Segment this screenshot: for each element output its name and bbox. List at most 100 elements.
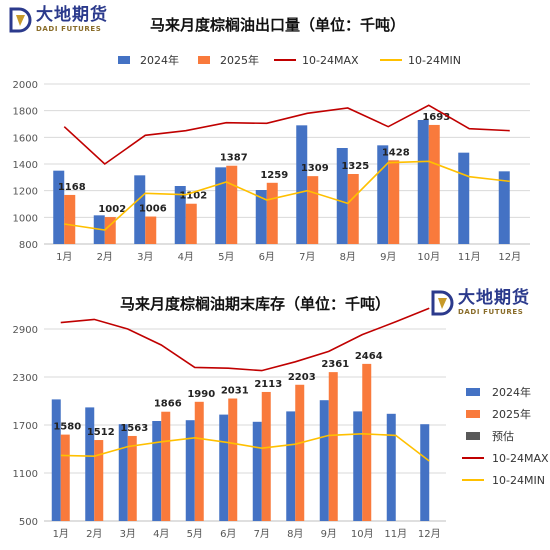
bar-2024 (458, 152, 470, 244)
dadi-futures-logo-2: 大地期货 DADI FUTURES (430, 289, 530, 317)
logo-en-text-2: DADI FUTURES (458, 308, 524, 316)
bar-2025 (60, 434, 70, 521)
legend-swatch (198, 56, 210, 64)
bar-2024 (215, 167, 227, 244)
bar-2024 (85, 407, 95, 521)
y-tick-label: 2000 (13, 80, 38, 91)
bar-2025 (94, 440, 104, 521)
x-tick-label: 10月 (351, 528, 374, 540)
x-tick-label: 10月 (417, 251, 440, 263)
bar-2025 (145, 216, 157, 244)
x-tick-label: 7月 (254, 528, 270, 540)
y-tick-label: 500 (19, 517, 38, 528)
bar-2024 (118, 424, 128, 521)
x-tick-label: 12月 (418, 528, 441, 540)
logo-en-text: DADI FUTURES (36, 25, 102, 33)
x-tick-label: 11月 (384, 528, 407, 540)
dadi-futures-logo: 大地期货 DADI FUTURES (8, 6, 108, 34)
bar-2024 (134, 175, 146, 244)
bar-2025 (362, 363, 372, 521)
bar-2024 (255, 190, 267, 244)
bar-2024 (53, 170, 65, 244)
y-tick-label: 2300 (13, 373, 38, 384)
y-tick-label: 1400 (13, 160, 38, 171)
logo-cn-text-2: 大地期货 (458, 288, 530, 308)
y-tick-label: 1200 (13, 187, 38, 198)
legend-label: 预估 (492, 430, 514, 443)
bar-2024 (174, 186, 186, 244)
y-tick-label: 1000 (13, 213, 38, 224)
legend-swatch (466, 432, 480, 440)
x-tick-label: 1月 (56, 251, 72, 263)
legend-label: 2024年 (492, 385, 531, 399)
bar-2024 (219, 414, 229, 521)
data-label: 1259 (260, 170, 288, 181)
y-tick-label: 1700 (13, 421, 38, 432)
x-tick-label: 8月 (287, 528, 303, 540)
legend-label: 2024年 (140, 53, 179, 67)
x-tick-label: 8月 (340, 251, 356, 263)
inventory-chart-title: 马来月度棕榈油期末库存（单位：千吨） (120, 295, 391, 313)
y-tick-label: 1600 (13, 133, 38, 144)
legend-swatch (118, 56, 130, 64)
logo-mark-icon (9, 7, 32, 33)
data-label: 1990 (187, 389, 215, 400)
x-tick-label: 7月 (299, 251, 315, 263)
export-chart-title: 马来月度棕榈油出口量（单位：千吨） (150, 16, 406, 34)
legend-label: 10-24MIN (492, 474, 545, 487)
bar-2025 (161, 411, 171, 521)
bar-2025 (64, 194, 76, 244)
bar-2024 (252, 421, 262, 521)
bar-2024 (152, 421, 162, 521)
logo-mark-icon-2 (431, 290, 454, 316)
data-label: 1428 (382, 147, 410, 158)
data-label: 2031 (221, 386, 249, 397)
bar-2025 (226, 165, 238, 244)
bar-2024 (51, 399, 61, 521)
data-label: 1693 (422, 112, 450, 123)
inventory-chart-panel: 马来月度棕榈油期末库存（单位：千吨） 大地期货 DADI FUTURES 500… (0, 275, 550, 550)
bar-2025 (185, 203, 197, 244)
data-label: 1102 (179, 191, 207, 202)
data-label: 1168 (58, 182, 86, 193)
max-line (63, 104, 510, 166)
bar-2025 (307, 176, 319, 244)
bar-2024 (319, 400, 329, 521)
legend-swatch (466, 410, 480, 418)
bar-2024 (185, 420, 195, 521)
data-label: 1309 (301, 163, 329, 174)
data-label: 2113 (254, 379, 282, 390)
x-tick-label: 4月 (178, 251, 194, 263)
bar-2025 (127, 435, 137, 521)
data-label: 1580 (53, 422, 81, 433)
bar-2025 (328, 372, 338, 521)
export-chart-svg: 800 1000 1200 1400 1600 1800 2000 1月 2月 3月 4月 5月 6月 7… (13, 53, 530, 263)
data-label: 2464 (355, 351, 383, 362)
data-label: 1512 (87, 427, 115, 438)
y-tick-label: 800 (19, 240, 38, 251)
legend-swatch (466, 388, 480, 396)
bar-2025 (388, 160, 400, 244)
legend-label: 10-24MIN (408, 54, 461, 67)
data-label: 2203 (288, 372, 316, 383)
x-tick-label: 1月 (53, 528, 69, 540)
x-tick-label: 12月 (498, 251, 521, 263)
bar-2025 (428, 124, 440, 244)
y-tick-label: 2900 (13, 325, 38, 336)
legend-label: 2025年 (220, 53, 259, 67)
data-label: 1002 (98, 204, 126, 215)
min-line (64, 160, 510, 231)
bar-2024 (296, 125, 308, 244)
data-label: 1387 (220, 153, 248, 164)
bar-2024 (498, 171, 510, 244)
x-tick-label: 3月 (120, 528, 136, 540)
bar-2025 (194, 401, 204, 521)
x-tick-label: 2月 (86, 528, 102, 540)
inventory-chart-svg: 500 1100 1700 2300 2900 1月 2月 3月 4月 5月 6月 7月 8月 9月 10月… (13, 307, 549, 540)
x-tick-label: 6月 (220, 528, 236, 540)
bar-2025 (295, 384, 305, 521)
y-tick-label: 1100 (13, 469, 38, 480)
bar-2024 (336, 148, 348, 244)
legend-label: 10-24MAX (492, 452, 549, 465)
legend-label: 2025年 (492, 407, 531, 421)
